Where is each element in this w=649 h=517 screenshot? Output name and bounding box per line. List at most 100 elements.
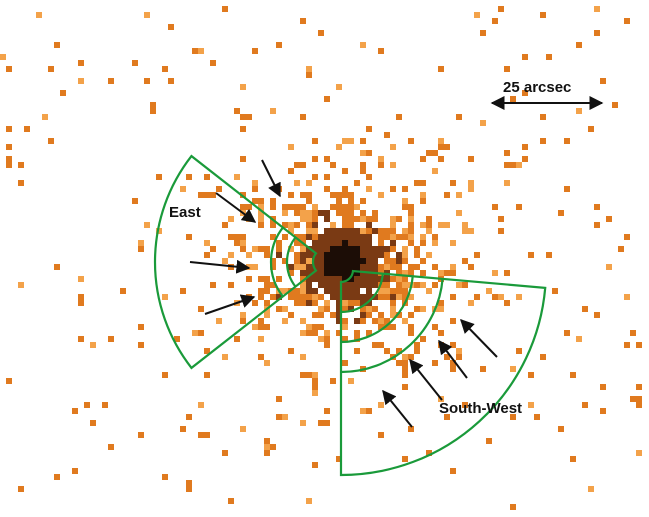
photon-pixel [342, 276, 348, 282]
photon-pixel [6, 378, 12, 384]
photon-pixel [378, 432, 384, 438]
photon-pixel [144, 78, 150, 84]
photon-pixel [324, 264, 330, 270]
photon-pixel [390, 294, 396, 300]
photon-pixel [240, 114, 246, 120]
photon-pixel [480, 366, 486, 372]
photon-pixel [492, 18, 498, 24]
photon-pixel [366, 282, 372, 288]
photon-pixel [264, 252, 270, 258]
photon-pixel [168, 78, 174, 84]
photon-pixel [564, 186, 570, 192]
photon-pixel [288, 270, 294, 276]
photon-pixel [438, 300, 444, 306]
photon-pixel [324, 282, 330, 288]
photon-pixel [276, 252, 282, 258]
photon-pixel [282, 414, 288, 420]
photon-pixel [402, 384, 408, 390]
photon-pixel [414, 306, 420, 312]
photon-pixel [378, 48, 384, 54]
photon-pixel [264, 300, 270, 306]
photon-pixel [234, 234, 240, 240]
edge-arrow [409, 358, 443, 401]
photon-pixel [162, 66, 168, 72]
photon-pixel [288, 246, 294, 252]
photon-pixel [258, 198, 264, 204]
photon-pixel [366, 258, 372, 264]
photon-pixel [438, 330, 444, 336]
photon-pixel [450, 270, 456, 276]
photon-pixel [372, 252, 378, 258]
photon-pixel [264, 276, 270, 282]
photon-pixel [342, 336, 348, 342]
photon-pixel [324, 246, 330, 252]
photon-pixel [378, 240, 384, 246]
photon-pixel [258, 288, 264, 294]
photon-pixel [348, 300, 354, 306]
photon-pixel [636, 450, 642, 456]
photon-pixel [282, 318, 288, 324]
photon-pixel [540, 12, 546, 18]
photon-pixel [546, 252, 552, 258]
edge-arrow [460, 318, 498, 358]
photon-pixel [546, 54, 552, 60]
photon-pixel [324, 156, 330, 162]
photon-pixel [348, 276, 354, 282]
photon-pixel [540, 354, 546, 360]
photon-pixel [354, 276, 360, 282]
photon-pixel [258, 216, 264, 222]
photon-pixel [426, 450, 432, 456]
photon-pixel [276, 42, 282, 48]
photon-pixel [300, 300, 306, 306]
photon-pixel [372, 228, 378, 234]
photon-pixel [24, 126, 30, 132]
photon-pixel [396, 360, 402, 366]
photon-pixel [402, 258, 408, 264]
photon-pixel [318, 294, 324, 300]
photon-pixel [342, 204, 348, 210]
photon-pixel [384, 324, 390, 330]
photon-pixel [348, 192, 354, 198]
photon-pixel [312, 312, 318, 318]
photon-pixel [258, 294, 264, 300]
photon-pixel [336, 282, 342, 288]
photon-pixel [210, 60, 216, 66]
photon-pixel [366, 222, 372, 228]
photon-pixel [120, 288, 126, 294]
photon-pixel [396, 252, 402, 258]
photon-pixel [366, 174, 372, 180]
photon-pixel [72, 408, 78, 414]
photon-pixel [210, 282, 216, 288]
photon-pixel [360, 138, 366, 144]
photon-pixel [390, 144, 396, 150]
south-west-sector-arc [340, 278, 444, 374]
photon-pixel [270, 264, 276, 270]
photon-pixel [438, 270, 444, 276]
photon-pixel [150, 102, 156, 108]
photon-pixel [228, 216, 234, 222]
photon-pixel [186, 234, 192, 240]
photon-pixel [402, 246, 408, 252]
photon-pixel [366, 276, 372, 282]
photon-pixel [324, 336, 330, 342]
photon-pixel [402, 288, 408, 294]
photon-pixel [252, 246, 258, 252]
photon-pixel [378, 264, 384, 270]
photon-pixel [306, 324, 312, 330]
photon-pixel [354, 228, 360, 234]
photon-pixel [396, 264, 402, 270]
photon-pixel [456, 210, 462, 216]
photon-pixel [468, 228, 474, 234]
photon-pixel [78, 300, 84, 306]
photon-pixel [576, 42, 582, 48]
photon-pixel [72, 468, 78, 474]
edge-arrow [438, 339, 468, 379]
photon-pixel [306, 372, 312, 378]
photon-pixel [372, 246, 378, 252]
photon-pixel [426, 222, 432, 228]
photon-pixel [342, 168, 348, 174]
photon-pixel [330, 192, 336, 198]
photon-pixel [264, 312, 270, 318]
photon-pixel [270, 198, 276, 204]
